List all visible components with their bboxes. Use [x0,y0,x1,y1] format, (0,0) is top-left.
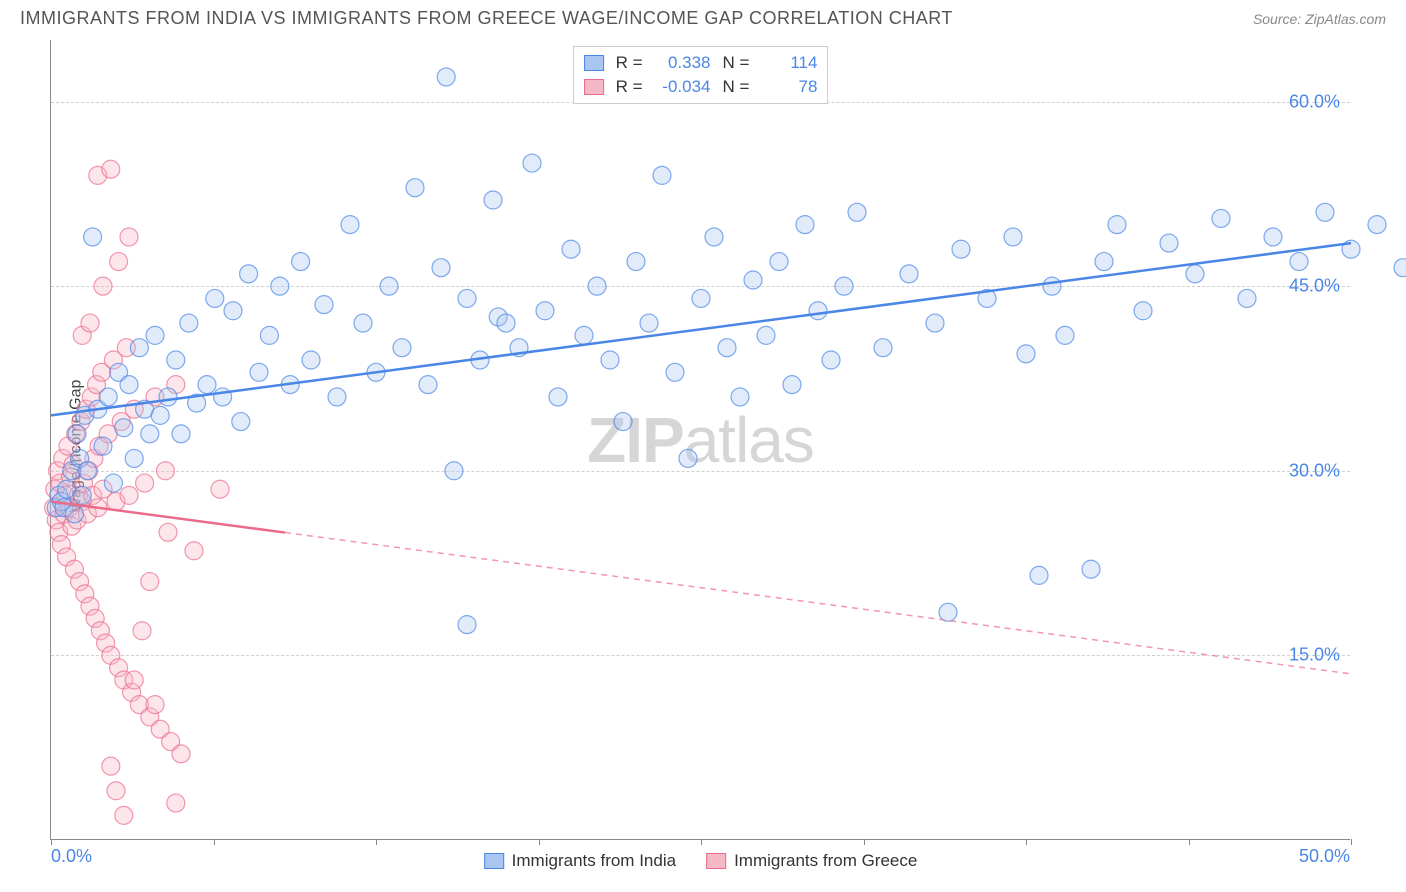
n-label: N = [723,53,750,73]
r-label: R = [616,53,643,73]
n-value-india: 114 [761,53,817,73]
legend-swatch-greece [584,79,604,95]
n-value-greece: 78 [761,77,817,97]
legend-item-india: Immigrants from India [484,851,676,871]
r-value-greece: -0.034 [655,77,711,97]
n-label: N = [723,77,750,97]
chart-header: IMMIGRANTS FROM INDIA VS IMMIGRANTS FROM… [0,0,1406,33]
r-value-india: 0.338 [655,53,711,73]
legend-swatch-greece-bottom [706,853,726,869]
chart-title: IMMIGRANTS FROM INDIA VS IMMIGRANTS FROM… [20,8,953,29]
chart-source: Source: ZipAtlas.com [1253,11,1386,27]
legend-label-greece: Immigrants from Greece [734,851,917,871]
legend-row-india: R = 0.338 N = 114 [584,51,818,75]
chart-container: ZIPatlas R = 0.338 N = 114 R = -0.034 N … [50,40,1350,840]
legend-label-india: Immigrants from India [512,851,676,871]
legend-swatch-india [584,55,604,71]
series-legend: Immigrants from India Immigrants from Gr… [484,851,918,871]
legend-item-greece: Immigrants from Greece [706,851,917,871]
correlation-legend: R = 0.338 N = 114 R = -0.034 N = 78 [573,46,829,104]
r-label: R = [616,77,643,97]
plot-area: ZIPatlas R = 0.338 N = 114 R = -0.034 N … [50,40,1350,840]
legend-row-greece: R = -0.034 N = 78 [584,75,818,99]
legend-swatch-india-bottom [484,853,504,869]
scatter-plot-svg [51,40,1350,839]
